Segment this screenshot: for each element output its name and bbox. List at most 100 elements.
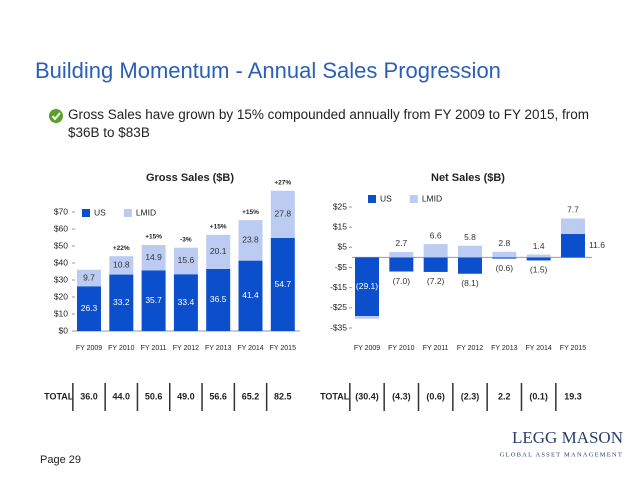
y-tick-label: $0	[59, 325, 69, 335]
x-tick-label: FY 2012	[173, 345, 199, 352]
bar-segment	[423, 244, 448, 258]
check-icon	[49, 109, 63, 123]
bar-segment	[355, 257, 379, 317]
x-tick-label: FY 2015	[270, 345, 296, 352]
y-tick-label: $5	[338, 242, 348, 252]
value-label: 27.8	[275, 209, 292, 219]
bar-segment	[355, 316, 379, 319]
total-value: 82.5	[274, 391, 292, 401]
value-label: 23.8	[242, 235, 259, 245]
value-label: 26.3	[81, 303, 98, 313]
legend-label: US	[380, 193, 392, 203]
growth-annotation: +22%	[113, 245, 130, 252]
total-value: 19.3	[564, 391, 582, 401]
value-label: (8.1)	[461, 278, 479, 288]
bar-segment	[423, 257, 448, 272]
total-value: (0.1)	[529, 391, 548, 401]
value-label: 41.4	[242, 290, 259, 300]
legend-swatch	[368, 195, 376, 203]
total-value: 36.0	[80, 391, 98, 401]
y-tick-label: $15	[333, 221, 347, 231]
total-label: TOTAL	[320, 391, 350, 401]
growth-annotation: -3%	[180, 236, 192, 243]
y-tick-label: $70	[54, 206, 68, 216]
y-tick-label: $25	[333, 201, 347, 211]
y-tick-label: $20	[54, 291, 68, 301]
bar-segment	[77, 286, 101, 331]
y-tick-label: $30	[54, 274, 68, 284]
value-label: (29.1)	[356, 281, 378, 291]
value-label: 1.4	[533, 241, 545, 251]
x-tick-label: FY 2009	[76, 345, 102, 352]
value-label: (0.6)	[496, 263, 514, 273]
total-value: (0.6)	[426, 391, 445, 401]
value-label: 9.7	[83, 272, 95, 282]
total-value: 49.0	[177, 391, 195, 401]
legend-swatch	[409, 195, 418, 203]
bar-segment	[526, 257, 551, 261]
total-value: 65.2	[242, 391, 260, 401]
y-tick-label: -$25	[330, 302, 347, 312]
total-value: 56.6	[209, 391, 227, 401]
bar-segment	[206, 268, 231, 331]
y-tick-label: $40	[54, 257, 68, 267]
value-label: 33.2	[113, 297, 130, 307]
bar-segment	[141, 270, 166, 331]
total-value: 44.0	[113, 391, 131, 401]
bar-segment	[77, 269, 101, 287]
x-tick-label: FY 2009	[354, 345, 380, 352]
y-tick-label: $60	[54, 223, 68, 233]
value-label: 33.4	[178, 297, 195, 307]
x-tick-label: FY 2010	[108, 345, 134, 352]
total-value: 50.6	[145, 391, 163, 401]
bar-segment	[238, 260, 263, 331]
value-label: 15.6	[178, 255, 195, 265]
x-tick-label: FY 2013	[205, 345, 231, 352]
bar-segment	[270, 190, 295, 239]
check-mark	[51, 112, 61, 121]
bar-segment	[270, 238, 295, 331]
y-tick-label: $10	[54, 308, 68, 318]
bar-segment	[560, 218, 585, 235]
value-label: 14.9	[145, 252, 162, 262]
value-label: (1.5)	[530, 265, 548, 275]
value-label: 10.8	[113, 260, 130, 270]
legend-swatch	[123, 209, 132, 217]
bar-segment	[457, 257, 482, 274]
legend-label: US	[94, 207, 106, 217]
legend-swatch	[82, 209, 90, 217]
value-label: 35.7	[145, 295, 162, 305]
growth-annotation: +27%	[274, 179, 291, 186]
y-tick-label: -$35	[330, 322, 347, 332]
x-tick-label: FY 2011	[423, 345, 449, 352]
slide-title: Building Momentum - Annual Sales Progres…	[35, 58, 501, 83]
total-value: (2.3)	[461, 391, 480, 401]
bar-segment	[141, 244, 166, 271]
y-tick-label: $50	[54, 240, 68, 250]
bar-segment	[238, 220, 263, 261]
bar-segment	[389, 251, 414, 258]
bar-segment	[109, 256, 134, 275]
value-label: 2.7	[395, 238, 407, 248]
x-tick-label: FY 2015	[560, 345, 586, 352]
page-number: Page 29	[40, 454, 81, 466]
logo-sub: GLOBAL ASSET MANAGEMENT	[500, 451, 623, 458]
total-value: 2.2	[498, 391, 511, 401]
legend-label: LMID	[422, 193, 442, 203]
value-label: 2.8	[498, 238, 510, 248]
x-tick-label: FY 2012	[457, 345, 483, 352]
x-tick-label: FY 2013	[491, 345, 517, 352]
bar-segment	[109, 274, 134, 331]
bar-segment	[526, 254, 551, 258]
x-tick-label: FY 2014	[237, 345, 263, 352]
x-tick-label: FY 2010	[388, 345, 414, 352]
x-tick-label: FY 2014	[525, 345, 551, 352]
bar-segment	[389, 257, 414, 272]
total-value: (30.4)	[355, 391, 379, 401]
value-label: 5.8	[464, 232, 476, 242]
value-label: (7.0)	[393, 276, 411, 286]
total-value: (4.3)	[392, 391, 411, 401]
growth-annotation: +15%	[242, 209, 259, 216]
